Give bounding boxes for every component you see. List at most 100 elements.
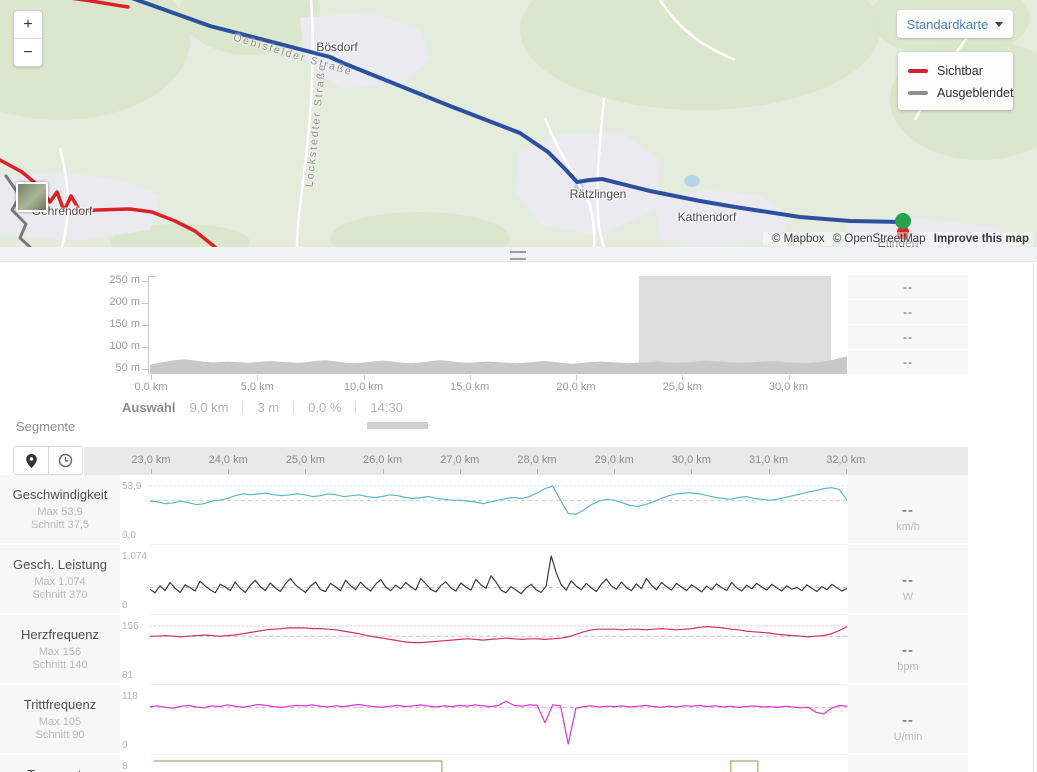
elevation-x-tick <box>363 375 365 380</box>
mapbox-link[interactable]: © Mapbox <box>771 233 825 245</box>
osm-link[interactable]: © OpenStreetMap <box>832 233 926 245</box>
chart-value-panel: -- km/h <box>848 475 968 543</box>
town-label: Bösdorf <box>316 40 358 54</box>
divider-handle-icon[interactable] <box>510 251 526 260</box>
chart-unit: U/min <box>893 731 923 743</box>
elevation-y-label: 250 m <box>109 274 140 286</box>
elevation-x-label: 30,0 km <box>768 381 809 393</box>
clock-icon <box>58 453 73 468</box>
road <box>295 0 315 247</box>
map-style-button[interactable]: Standardkarte <box>897 10 1013 38</box>
y-axis-max-label: 118 <box>122 691 138 702</box>
chart-label-panel <box>0 475 120 543</box>
elevation-x-tick <box>257 375 259 380</box>
series-line-heartrate <box>150 626 847 644</box>
town-label: Kathendorf <box>677 210 737 224</box>
chart-max-label: Max 105 <box>38 716 82 728</box>
elevation-section: Auswahl 9,0 km 3 m 0,0 % 14:30 250 m 200 … <box>0 262 1037 415</box>
improve-map-link[interactable]: Improve this map <box>933 233 1029 245</box>
elevation-x-label: 5,0 km <box>240 381 274 393</box>
distance-axis-label: 30,0 km <box>671 454 711 466</box>
elevation-x-label: 0,0 km <box>134 381 168 393</box>
selection-grade: 0,0 % <box>308 400 342 415</box>
chart-title: Trittfrequenz <box>23 697 97 712</box>
forest-patch <box>180 0 320 55</box>
y-axis-max-label: 1.074 <box>122 551 148 562</box>
elevation-y-tick <box>142 369 148 370</box>
photo-thumbnail <box>18 184 46 210</box>
distance-axis-tick <box>537 469 538 474</box>
chart-current-value: -- <box>902 642 914 659</box>
photo-marker[interactable] <box>16 182 48 212</box>
y-axis-min-label: 0 <box>122 600 128 611</box>
chart-plot-cadence[interactable] <box>150 685 847 755</box>
axis-mode-toggle <box>13 446 83 475</box>
forest-patch <box>520 0 880 110</box>
horizontal-scrollbar-thumb[interactable] <box>367 422 428 429</box>
chart-avg-label: Schnitt 370 <box>32 589 88 601</box>
distance-axis-label: 25,0 km <box>285 454 325 466</box>
route-selected-blue[interactable] <box>126 0 904 224</box>
distance-mode-button[interactable] <box>14 447 48 474</box>
elevation-selection[interactable] <box>638 276 832 374</box>
forest-patch <box>0 0 190 120</box>
chart-avg-label: Schnitt 37,5 <box>30 519 90 531</box>
elevation-x-label: 15,0 km <box>450 381 490 393</box>
chart-plot-speed[interactable] <box>150 475 847 545</box>
chart-plot-temperature[interactable] <box>150 755 847 772</box>
distance-axis-label: 29,0 km <box>594 454 634 466</box>
chart-plot-est-power[interactable] <box>150 545 847 615</box>
series-line-est-power <box>150 555 847 595</box>
road <box>58 147 70 247</box>
water <box>833 238 843 244</box>
map-style-label: Standardkarte <box>906 16 989 32</box>
elevation-x-tick <box>469 375 471 380</box>
chevron-down-icon <box>995 21 1004 27</box>
selection-label: Auswahl <box>122 400 176 415</box>
chart-value-panel: -- bpm <box>848 615 968 683</box>
chart-unit: km/h <box>896 521 920 533</box>
time-mode-button[interactable] <box>48 447 82 474</box>
road <box>596 97 606 247</box>
segments-label: Segmente <box>16 419 76 434</box>
route-visible-red-top[interactable] <box>40 0 130 9</box>
map-canvas[interactable] <box>0 0 1037 247</box>
legend-item-sichtbar[interactable]: Sichtbar <box>898 60 1013 82</box>
distance-axis-tick <box>459 469 461 474</box>
elevation-stat-row: -- <box>848 300 968 324</box>
legend-item-label: Sichtbar <box>937 64 983 78</box>
map-zoom-out-button[interactable]: − <box>14 39 42 66</box>
zoom-control-divider <box>14 38 42 39</box>
elevation-x-tick <box>576 375 577 380</box>
y-axis-min-label: 0,0 <box>122 530 136 541</box>
elevation-y-tick <box>142 281 148 282</box>
legend-line-icon <box>908 69 928 73</box>
map[interactable]: Bösdorf Rätzlingen Kathendorf Gehrendorf Eti… <box>0 0 1037 247</box>
distance-axis-label: 32,0 km <box>826 454 866 466</box>
map-zoom-in-button[interactable]: + <box>14 11 42 38</box>
y-axis-min-label: 0 <box>122 740 128 751</box>
distance-axis-tick <box>614 469 616 474</box>
map-legend: Sichtbar Ausgeblendet <box>898 52 1013 110</box>
town-area <box>515 132 660 235</box>
town-area <box>845 218 1010 247</box>
elevation-y-label: 100 m <box>109 340 140 352</box>
forest-patch <box>330 212 510 247</box>
legend-item-ausgeblendet[interactable]: Ausgeblendet <box>898 82 1013 104</box>
pane-divider[interactable] <box>0 247 1037 262</box>
chart-unit: bpm <box>897 661 919 673</box>
chart-row-est-power: Gesch. Leistung Max 1.074 Schnitt 370 1.074… <box>0 545 1037 615</box>
legend-item-label: Ausgeblendet <box>937 86 1014 100</box>
chart-title: Gesch. Leistung <box>13 557 107 572</box>
chart-plot-heartrate[interactable] <box>150 615 847 685</box>
chart-row-temperature: Temperatur8 -- <box>0 755 1037 772</box>
finish-pin-icon[interactable] <box>897 226 909 247</box>
chart-label-panel <box>0 615 120 683</box>
position-marker[interactable] <box>895 213 911 229</box>
elevation-x-tick <box>682 375 684 380</box>
chart-unit: W <box>902 591 914 603</box>
chart-avg-label: Schnitt 140 <box>32 659 88 671</box>
distance-axis[interactable]: 23,0 km 24,0 km 25,0 km 26,0 km 27,0 km 28,0 … <box>84 447 968 475</box>
elevation-chart[interactable] <box>150 276 847 374</box>
